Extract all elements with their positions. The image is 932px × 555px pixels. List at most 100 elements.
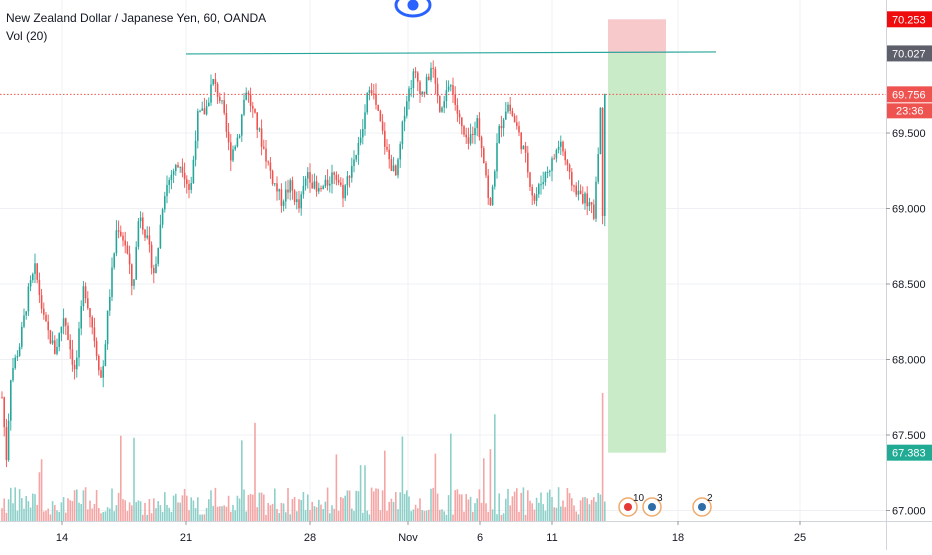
resistance-line: [185, 51, 717, 55]
candle-body: [507, 104, 509, 112]
volume-bar: [89, 500, 91, 521]
event-badge[interactable]: 10: [618, 493, 645, 517]
candle-body: [113, 253, 115, 268]
candle-body: [478, 118, 481, 138]
volume-bar: [247, 495, 250, 521]
event-badge[interactable]: 2: [692, 493, 713, 517]
candle-body: [344, 185, 346, 199]
volume-bar: [168, 507, 170, 521]
candle-body: [476, 118, 478, 129]
candle-body: [78, 328, 80, 358]
volume-bar: [249, 493, 252, 521]
flag-dot-icon: [698, 503, 706, 511]
volume-bar: [331, 505, 333, 521]
volume-bar: [236, 495, 239, 521]
candle-body: [36, 263, 38, 280]
candle-body: [456, 104, 459, 114]
candle-body: [381, 121, 384, 131]
candle-body: [346, 176, 349, 186]
candle-body: [441, 107, 443, 112]
candle-body: [412, 71, 415, 89]
candle-body: [104, 344, 107, 367]
volume-bar: [115, 505, 118, 521]
volume-bar: [573, 505, 575, 521]
volume-bar: [76, 489, 78, 521]
candle-body: [439, 96, 441, 112]
target-price-tag-bg: [887, 444, 932, 461]
event-badge[interactable]: 3: [642, 493, 663, 517]
volume-bar: [98, 507, 100, 521]
volume-bar: [307, 494, 309, 521]
volume-bar: [452, 514, 454, 521]
candle-body: [117, 230, 120, 232]
volume-bar: [267, 502, 269, 521]
candle-body: [148, 235, 151, 245]
volume-bar: [117, 492, 120, 521]
candle-body: [293, 190, 296, 203]
volume-bar: [463, 511, 465, 521]
visibility-toggle[interactable]: [394, 0, 432, 18]
volume-bar: [126, 511, 129, 521]
volume-bar: [1, 508, 3, 521]
candle-body: [80, 306, 82, 329]
candle-body: [203, 108, 206, 115]
candle-body: [452, 85, 454, 95]
candle-body: [311, 182, 313, 189]
volume-bar: [12, 503, 14, 521]
candle-body: [150, 244, 153, 268]
volume-bar: [142, 514, 144, 521]
candle-body: [564, 151, 566, 161]
volume-indicator-label[interactable]: Vol (20): [6, 29, 48, 43]
volume-bar: [34, 494, 36, 521]
candle-body: [491, 186, 494, 206]
volume-bar: [146, 514, 148, 521]
volume-bar: [106, 507, 109, 521]
volume-bar: [300, 499, 302, 521]
volume-bar: [340, 496, 342, 521]
symbol-title[interactable]: New Zealand Dollar / Japanese Yen, 60, O…: [6, 11, 267, 25]
eye-pupil: [407, 0, 419, 11]
candle-body: [82, 286, 85, 307]
candle-body: [296, 199, 298, 203]
candle-body: [355, 154, 357, 160]
time-tick-label: 11: [546, 532, 557, 544]
candle-body: [38, 279, 41, 296]
candle-body: [241, 114, 243, 136]
volume-bar: [478, 489, 481, 521]
volume-bar: [595, 501, 597, 521]
candle-body: [463, 126, 465, 135]
candle-body: [529, 172, 531, 188]
candle-body: [269, 162, 272, 171]
candle-body: [524, 145, 527, 153]
candle-body: [265, 148, 267, 162]
volume-bar: [278, 513, 280, 521]
position-zones: [608, 19, 666, 453]
volume-bar: [159, 505, 162, 521]
volume-bar: [549, 489, 551, 521]
stop-price-tag: 70.253: [892, 14, 926, 26]
volume-bar: [293, 497, 296, 521]
candle-body: [414, 71, 417, 73]
candle-body: [373, 93, 375, 95]
volume-bar: [313, 506, 316, 521]
volume-bar: [14, 487, 16, 521]
volume-bar: [604, 501, 606, 521]
candle-body: [461, 117, 463, 127]
volume-bar: [403, 493, 406, 521]
volume-bar: [87, 509, 89, 521]
candle-body: [364, 112, 366, 129]
time-tick-label: 28: [304, 532, 316, 544]
price-tick-label: 69.500: [892, 128, 926, 140]
candle-body: [111, 267, 113, 297]
volume-bar: [456, 489, 459, 521]
volume-bar: [164, 492, 166, 521]
candle-body: [133, 279, 135, 286]
candle-body: [410, 88, 412, 90]
volume-bar: [49, 514, 52, 521]
event-badges: 10 3 2: [618, 493, 713, 517]
volume-bar: [542, 504, 544, 521]
candle-body: [588, 202, 591, 207]
candle-body: [494, 171, 496, 187]
